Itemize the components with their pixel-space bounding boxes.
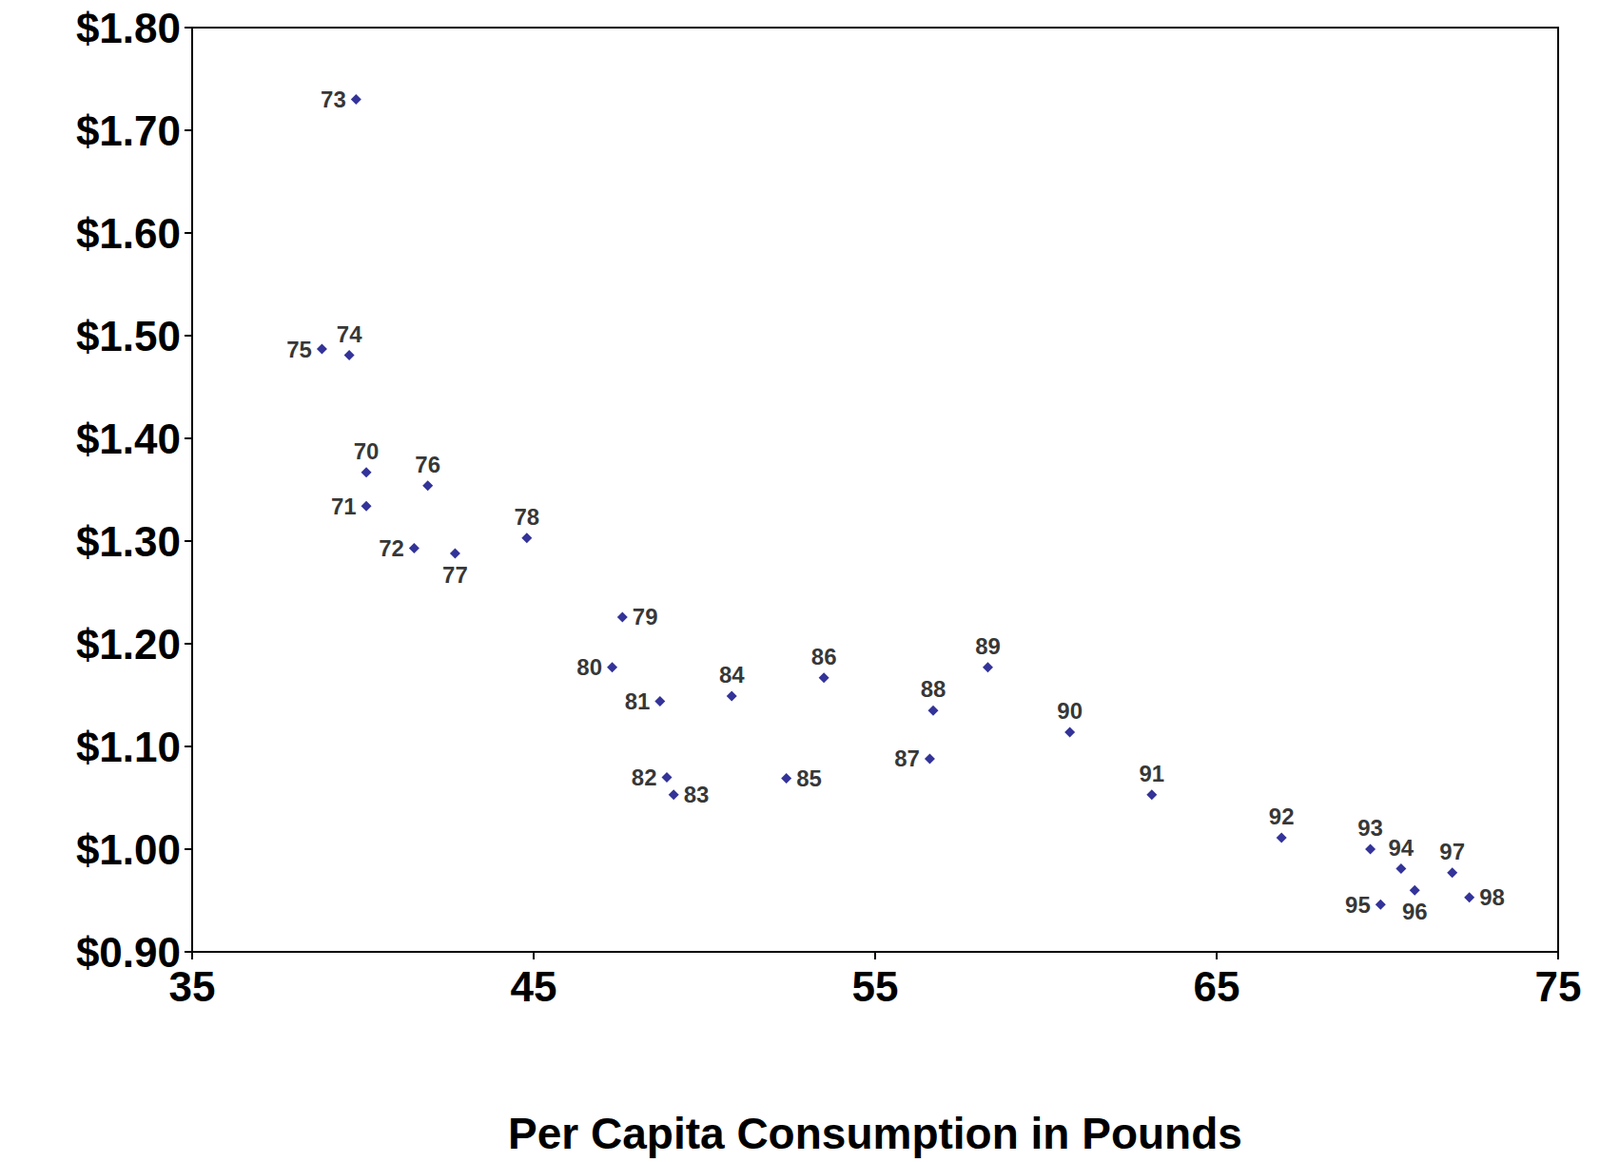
svg-text:79: 79 (632, 604, 659, 630)
svg-text:Per Capita Consumption in Poun: Per Capita Consumption in Pounds (507, 1109, 1243, 1159)
svg-text:86: 86 (811, 643, 838, 670)
svg-text:$1.60: $1.60 (76, 210, 181, 257)
svg-text:45: 45 (510, 963, 558, 1011)
svg-text:55: 55 (852, 963, 899, 1011)
svg-text:92: 92 (1268, 803, 1295, 830)
svg-text:74: 74 (336, 321, 363, 348)
svg-text:77: 77 (442, 562, 469, 588)
svg-text:84: 84 (719, 662, 745, 688)
svg-text:90: 90 (1056, 698, 1083, 724)
svg-text:72: 72 (378, 535, 405, 562)
svg-text:88: 88 (920, 676, 947, 703)
svg-text:82: 82 (631, 764, 658, 791)
svg-text:98: 98 (1479, 884, 1505, 911)
svg-text:70: 70 (353, 438, 380, 465)
svg-text:$1.70: $1.70 (76, 107, 181, 155)
svg-text:94: 94 (1388, 835, 1415, 861)
svg-text:$1.80: $1.80 (76, 4, 181, 52)
svg-text:93: 93 (1357, 815, 1384, 841)
svg-text:$1.40: $1.40 (76, 415, 181, 463)
svg-text:87: 87 (894, 745, 920, 772)
svg-text:$1.10: $1.10 (76, 723, 181, 771)
svg-text:97: 97 (1439, 839, 1465, 865)
svg-text:75: 75 (1535, 963, 1582, 1011)
svg-text:81: 81 (624, 688, 651, 715)
svg-text:83: 83 (683, 781, 710, 808)
svg-text:95: 95 (1345, 892, 1371, 918)
svg-text:85: 85 (796, 765, 822, 792)
svg-text:76: 76 (414, 451, 441, 478)
svg-text:71: 71 (331, 493, 357, 520)
svg-text:89: 89 (975, 633, 1001, 660)
svg-text:$1.50: $1.50 (76, 312, 181, 360)
svg-text:$1.00: $1.00 (76, 826, 181, 874)
svg-text:35: 35 (169, 963, 216, 1011)
svg-text:65: 65 (1193, 963, 1241, 1011)
svg-text:96: 96 (1402, 898, 1428, 925)
svg-text:80: 80 (576, 654, 603, 681)
svg-text:91: 91 (1138, 760, 1165, 787)
svg-text:$1.30: $1.30 (76, 518, 181, 566)
svg-text:$1.20: $1.20 (76, 621, 181, 668)
svg-text:73: 73 (320, 86, 347, 113)
svg-text:$0.90: $0.90 (76, 929, 181, 976)
svg-text:78: 78 (513, 504, 540, 530)
svg-text:75: 75 (286, 336, 313, 363)
